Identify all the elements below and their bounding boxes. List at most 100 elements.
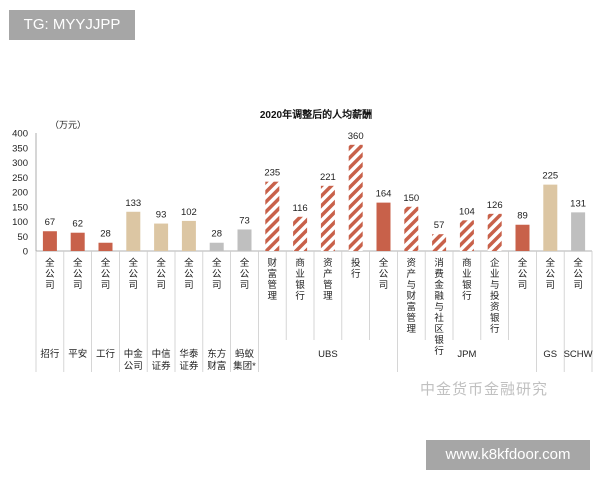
category-label-char: 司	[73, 280, 83, 291]
bar-value-label: 73	[239, 215, 250, 226]
category-label-char: 全	[156, 257, 166, 269]
category-label-char: 全	[518, 257, 528, 269]
group-label: 平安	[68, 348, 87, 360]
chart-title: 2020年调整后的人均薪酬	[260, 108, 372, 121]
bar-value-label: 150	[403, 193, 419, 204]
group-label: 证券	[179, 360, 199, 372]
group-label: GS	[543, 349, 557, 360]
category-label-char: 理	[268, 291, 278, 302]
group-label: 中金	[124, 348, 144, 360]
category-label-char: 理	[407, 324, 417, 335]
category-label-char: 全	[129, 257, 139, 269]
y-tick-label: 400	[12, 129, 28, 140]
bar	[459, 220, 474, 251]
category-label-char: 全	[546, 257, 556, 269]
bar-value-label: 221	[320, 172, 336, 183]
bar	[432, 234, 447, 251]
bar	[320, 185, 335, 251]
category-label-char: 司	[129, 280, 139, 291]
category-label-char: 司	[101, 280, 111, 291]
bar-value-label: 360	[348, 131, 364, 142]
group-label: 证券	[152, 360, 172, 372]
category-label-char: 融	[434, 291, 444, 302]
bar	[348, 144, 363, 251]
category-label-char: 管	[268, 279, 278, 291]
category-label-char: 公	[129, 269, 139, 280]
bar-value-label: 93	[156, 210, 167, 221]
bar	[70, 232, 85, 251]
bar-value-label: 126	[487, 200, 503, 211]
bar	[154, 223, 169, 251]
bar	[515, 224, 530, 251]
bar	[543, 184, 558, 251]
category-label-char: 全	[240, 257, 250, 269]
category-label-char: 公	[240, 269, 250, 280]
category-label-char: 富	[407, 301, 417, 313]
category-label-char: 商	[462, 257, 472, 269]
category-label-char: 资	[490, 302, 500, 313]
category-label-char: 司	[45, 280, 55, 291]
bar	[487, 213, 502, 251]
category-label-char: 行	[351, 268, 361, 280]
group-label: 东方	[207, 348, 226, 360]
category-label-char: 银	[462, 279, 472, 291]
category-label-char: 业	[462, 269, 472, 280]
category-label-char: 投	[490, 290, 500, 302]
category-label-char: 业	[490, 269, 500, 280]
category-label-char: 银	[295, 279, 305, 291]
category-label-char: 司	[573, 280, 583, 291]
y-tick-label: 0	[23, 247, 28, 258]
bar	[404, 206, 419, 251]
category-label-char: 全	[184, 257, 194, 269]
category-label-char: 司	[212, 280, 222, 291]
y-tick-label: 250	[12, 173, 28, 184]
category-label-char: 资	[323, 258, 333, 269]
category-label-char: 费	[434, 268, 444, 280]
bar-value-label: 225	[542, 171, 558, 182]
category-label-char: 区	[434, 324, 444, 335]
category-label-char: 行	[490, 323, 500, 335]
category-label-char: 公	[573, 269, 583, 280]
y-tick-label: 350	[12, 143, 28, 154]
bar-value-label: 67	[45, 217, 56, 228]
y-tick-label: 200	[12, 188, 28, 199]
category-label-char: 银	[434, 334, 444, 346]
category-label-char: 与	[407, 280, 417, 291]
bar	[98, 242, 113, 251]
category-label-char: 理	[323, 291, 333, 302]
category-label-char: 财	[407, 290, 417, 302]
category-label-char: 管	[407, 312, 417, 324]
category-label-char: 公	[184, 269, 194, 280]
category-label-char: 行	[295, 290, 305, 302]
bar	[237, 229, 252, 251]
bar-value-label: 102	[181, 207, 197, 218]
category-label-char: 企	[490, 257, 500, 269]
category-label-char: 司	[240, 280, 250, 291]
category-label-char: 公	[212, 269, 222, 280]
bar	[181, 220, 196, 251]
category-label-char: 全	[573, 257, 583, 269]
category-label-char: 消	[434, 257, 444, 269]
category-label-char: 公	[546, 269, 556, 280]
category-label-char: 公	[73, 269, 83, 280]
category-label-char: 公	[156, 269, 166, 280]
bar	[126, 211, 141, 251]
bar-value-label: 28	[211, 229, 222, 240]
group-label: SCHW	[564, 349, 593, 360]
category-label-char: 金	[434, 279, 444, 291]
group-label: 工行	[96, 348, 116, 360]
category-label-char: 社	[434, 312, 444, 324]
category-label-char: 业	[295, 269, 305, 280]
watermark: 中金货币金融研究	[420, 380, 549, 398]
bar-value-label: 164	[376, 189, 392, 200]
group-label: UBS	[318, 349, 338, 360]
category-label-char: 产	[323, 268, 333, 280]
category-label-char: 全	[73, 257, 83, 269]
y-axis-unit: （万元）	[50, 120, 86, 130]
category-label-char: 行	[434, 345, 444, 357]
category-label-char: 管	[323, 279, 333, 291]
bar	[571, 212, 586, 251]
category-label-char: 富	[268, 268, 278, 280]
category-label-char: 公	[518, 269, 528, 280]
